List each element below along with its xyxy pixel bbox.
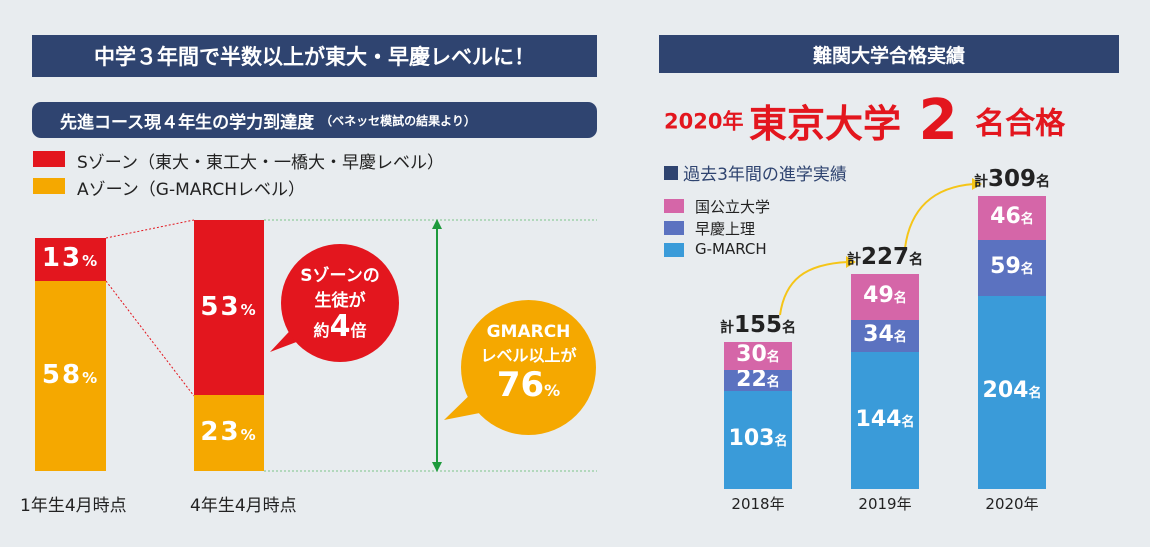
bubble-s-value: 約4倍	[281, 311, 399, 347]
bar-label-kokko-2019年: 49名	[863, 282, 907, 308]
past-label-square	[664, 165, 678, 180]
bubble-s-number: 4	[329, 309, 351, 344]
bar-kokko-2018年: 30名	[724, 342, 792, 371]
left-subtitle: 先進コース現４年生の学力到達度	[60, 112, 315, 133]
bar-label-sokei-2018年: 22名	[736, 366, 780, 392]
range-arrow-head-bottom	[432, 462, 442, 472]
bar-label-gmarch-2020年: 204名	[982, 378, 1042, 404]
bubble-s-suffix: 倍	[350, 321, 367, 340]
headline-year: 2020年	[664, 109, 744, 134]
left-title-banner: 中学３年間で半数以上が東大・早慶レベルに！	[32, 35, 597, 77]
headline-suffix: 名合格	[975, 106, 1066, 142]
bubble-s-line1: Sゾーンの	[300, 266, 380, 286]
bubble-g-unit: %	[544, 381, 561, 400]
bar-sokei-2019年: 34名	[851, 320, 919, 353]
legend-swatch-a	[33, 178, 65, 194]
bar-gmarch-2019年: 144名	[851, 352, 919, 489]
bar-a-zone-2: 23%	[194, 395, 264, 471]
range-arrow-head-top	[432, 219, 442, 229]
left-subtitle-note: （ベネッセ模試の結果より）	[320, 113, 476, 128]
bubble-g-number: 76	[496, 365, 545, 405]
legend-label-a: Aゾーン（G-MARCHレベル）	[77, 180, 306, 200]
bar-gmarch-2020年: 204名	[978, 295, 1046, 489]
right-legend-label-gmarch: G-MARCH	[695, 240, 767, 258]
bar-sokei-2020年: 59名	[978, 239, 1046, 296]
bar-a-zone-1: 58%	[35, 280, 106, 471]
headline-count: 2	[918, 88, 958, 153]
total-label-2020年: 計309名	[973, 166, 1050, 192]
growth-arrow-2-head	[972, 178, 982, 190]
left-subtitle-banner: 先進コース現４年生の学力到達度 （ベネッセ模試の結果より）	[32, 102, 597, 138]
bar-label-a-zone-2: 23%	[200, 417, 258, 447]
headline: 2020年 東京大学 2 名合格	[664, 88, 1065, 153]
legend-label-s: Sゾーン（東大・東工大・一橋大・早慶レベル）	[77, 153, 444, 173]
bubble-s: Sゾーンの 生徒が 約4倍	[281, 244, 399, 362]
left-category-1: 1年生4月時点	[20, 496, 127, 516]
bar-kokko-2020年: 46名	[978, 196, 1046, 240]
right-legend-swatch-kokko	[664, 199, 684, 213]
bar-s-zone-2: 53%	[194, 220, 264, 396]
bubble-g-line2: レベル以上が	[480, 346, 577, 365]
year-label-2020年: 2020年	[985, 495, 1039, 513]
bar-label-a-zone-1: 58%	[41, 359, 100, 390]
legend-swatch-s	[33, 151, 65, 167]
bubble-g-line1: GMARCH	[486, 322, 571, 342]
total-label-2018年: 計155名	[719, 312, 796, 339]
bar-label-kokko-2020年: 46名	[990, 203, 1034, 229]
bubble-s-line2: 生徒が	[314, 291, 366, 311]
bar-label-s-zone-1: 13%	[41, 243, 100, 274]
right-legend-label-sokei: 早慶上理	[695, 220, 756, 238]
year-label-2019年: 2019年	[858, 495, 912, 513]
bar-label-gmarch-2019年: 144名	[855, 406, 915, 432]
right-legend-swatch-sokei	[664, 221, 684, 235]
connector-top-line	[105, 219, 195, 239]
total-label-2019年: 計227名	[846, 243, 923, 270]
bubble-s-prefix: 約	[313, 321, 330, 340]
headline-university: 東京大学	[749, 102, 902, 146]
bar-label-sokei-2020年: 59名	[990, 253, 1034, 279]
year-label-2018年: 2018年	[731, 495, 785, 513]
growth-arrow-2	[904, 183, 975, 249]
right-legend-swatch-gmarch	[664, 243, 684, 257]
bubble-g-value: 76%	[461, 366, 596, 410]
bubble-g: GMARCH レベル以上が 76%	[461, 300, 596, 435]
growth-arrow-1	[779, 261, 849, 316]
right-legend-label-kokko: 国公立大学	[695, 198, 771, 216]
left-guides	[105, 219, 597, 472]
bar-label-sokei-2019年: 34名	[863, 322, 907, 348]
left-title: 中学３年間で半数以上が東大・早慶レベルに！	[94, 45, 535, 69]
bar-kokko-2019年: 49名	[851, 273, 919, 321]
right-title: 難関大学合格実績	[812, 44, 965, 67]
bar-sokei-2018年: 22名	[724, 366, 792, 392]
bar-label-kokko-2018年: 30名	[736, 342, 780, 368]
right-title-banner: 難関大学合格実績	[659, 35, 1119, 73]
growth-arrows	[779, 178, 982, 316]
connector-mid-line	[105, 280, 195, 397]
bar-gmarch-2018年: 103名	[724, 391, 792, 489]
past-label: 過去3年間の進学実績	[683, 165, 847, 185]
growth-arrow-1-head	[846, 256, 856, 268]
bar-s-zone-1: 13%	[35, 238, 106, 281]
bar-label-gmarch-2018年: 103名	[728, 426, 788, 452]
bar-label-s-zone-2: 53%	[200, 291, 258, 322]
left-category-2: 4年生4月時点	[190, 496, 297, 516]
past-label-row: 過去3年間の進学実績	[664, 160, 847, 185]
